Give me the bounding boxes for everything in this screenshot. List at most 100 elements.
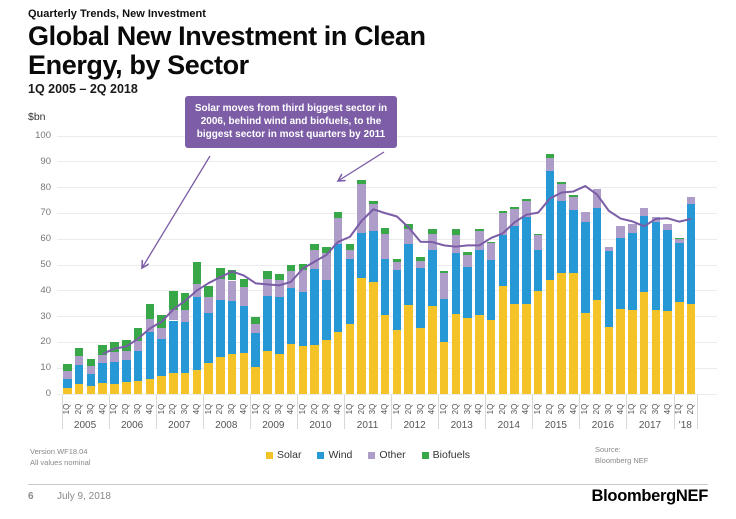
x-axis-quarter-label: 2Q [686,403,696,415]
bar-segment-other-4Q [569,196,578,210]
bar-segment-other-3Q [604,246,614,251]
bar-segment-biofuels-3Q [510,206,519,210]
bar-segment-solar-2Q [451,314,461,394]
bar-segment-wind-3Q [416,268,425,329]
bar-segment-other-3Q [227,280,237,302]
bar-segment-other-2Q [169,310,178,321]
bar-segment-biofuels-3Q [133,328,143,341]
gridline [57,187,717,189]
bar-segment-wind-1Q [439,298,449,343]
source-label: Source: [595,445,621,454]
bar-segment-biofuels-4Q [192,262,202,285]
bar-segment-solar-2Q [169,373,178,394]
x-axis-quarter-label: 2Q [403,403,413,415]
bar-segment-wind-4Q [192,297,202,370]
x-axis-quarter-label: 4Q [615,403,625,415]
bar-segment-biofuels-2Q [216,267,225,280]
bar-segment-other-3Q [322,252,331,280]
bar-segment-other-4Q [522,200,531,218]
x-axis-quarter-label: 2Q [639,403,649,415]
x-axis-quarter-label: 3Q [227,403,237,415]
page-title: Global New Investment in Clean Energy, b… [28,21,426,81]
bar-segment-biofuels-2Q [545,154,555,158]
bar-segment-biofuels-2Q [357,179,366,184]
bar-segment-biofuels-4Q [145,303,155,319]
x-axis-year-label: 2011 [356,420,379,431]
bar-segment-biofuels-1Q [675,237,684,240]
x-axis-quarter-label: 4Q [380,403,390,415]
x-axis-quarter-label: 4Q [427,403,437,415]
bar-segment-wind-3Q [510,225,519,304]
bar-segment-solar-1Q [251,366,260,394]
bar-segment-solar-4Q [522,303,531,394]
bar-segment-wind-1Q [251,333,260,367]
bar-segment-other-3Q [651,217,661,223]
bar-segment-other-3Q [416,261,425,269]
x-axis-quarter-label: 2Q [121,403,131,415]
x-axis-quarter-label: 1Q [391,403,401,415]
x-axis-quarter-label: 1Q [156,403,166,415]
footer-divider [28,484,708,485]
x-axis-year-label: '18 [678,420,692,431]
bar-segment-biofuels-1Q [439,271,449,273]
x-axis-quarter-label: 1Q [109,403,119,415]
bar-segment-biofuels-2Q [74,347,84,357]
bar-segment-biofuels-4Q [333,212,343,219]
year-separator [579,395,581,429]
date-range-subtitle: 1Q 2005 – 2Q 2018 [28,82,138,96]
bar-segment-other-1Q [298,270,308,293]
bar-segment-wind-1Q [157,338,166,376]
bar-segment-other-1Q [204,297,213,313]
y-axis-tick: 80 [40,181,51,193]
bar-segment-other-4Q [380,234,390,259]
y-axis-tick: 90 [40,155,51,167]
bar-segment-wind-2Q [404,244,413,305]
bar-segment-wind-2Q [545,170,555,281]
bar-segment-wind-4Q [663,230,672,312]
bar-segment-wind-2Q [686,204,696,304]
bar-segment-other-4Q [663,223,672,231]
bar-segment-wind-3Q [322,279,331,340]
x-axis-quarter-label: 4Q [568,403,578,415]
bar-segment-solar-4Q [380,315,390,394]
bar-segment-biofuels-4Q [380,227,390,235]
bar-segment-biofuels-3Q [275,274,284,281]
bar-segment-solar-3Q [86,385,96,394]
bar-segment-biofuels-1Q [533,234,543,236]
legend-label: Wind [328,449,353,461]
y-axis-tick: 20 [40,336,51,348]
kicker: Quarterly Trends, New Investment [28,8,206,20]
bar-segment-other-1Q [110,351,119,362]
legend-item-other: Other [368,449,406,461]
x-axis-year-label: 2007 [168,420,191,431]
bar-segment-wind-1Q [581,222,590,313]
bar-segment-solar-1Q [204,363,213,394]
bar-segment-solar-3Q [275,354,284,394]
bar-segment-biofuels-2Q [404,223,413,229]
bar-segment-wind-2Q [310,268,319,345]
bar-segment-wind-4Q [98,362,107,383]
chart-plot-area: 0 10 20 30 40 50 60 70 80 90 100 1Q 2Q 3Q 4Q 1Q 2Q 3Q 4Q 1Q… [35,130,717,431]
bar-segment-wind-3Q [133,350,143,382]
bar-segment-wind-2Q [357,232,366,278]
x-axis-quarter-label: 4Q [662,403,672,415]
bar-segment-solar-3Q [180,373,190,394]
bar-segment-wind-1Q [110,361,119,385]
bar-segment-wind-3Q [463,266,472,318]
bar-segment-wind-3Q [86,374,96,386]
bar-segment-wind-3Q [557,200,566,273]
gridline [57,212,717,214]
bar-segment-wind-4Q [428,249,437,307]
y-axis-tick: 0 [45,388,51,399]
bar-segment-wind-4Q [569,209,578,273]
bar-segment-other-2Q [263,279,272,296]
bar-segment-other-4Q [145,318,155,333]
x-axis-quarter-label: 2Q [592,403,602,415]
bar-segment-solar-1Q [439,342,449,394]
x-axis-quarter-label: 2Q [309,403,319,415]
brand-logo: BloombergNEF [591,487,709,505]
x-axis-year-label: 2016 [591,420,615,431]
bar-segment-solar-4Q [663,311,672,394]
year-separator [296,395,298,429]
x-axis-year-label: 2017 [638,420,662,431]
